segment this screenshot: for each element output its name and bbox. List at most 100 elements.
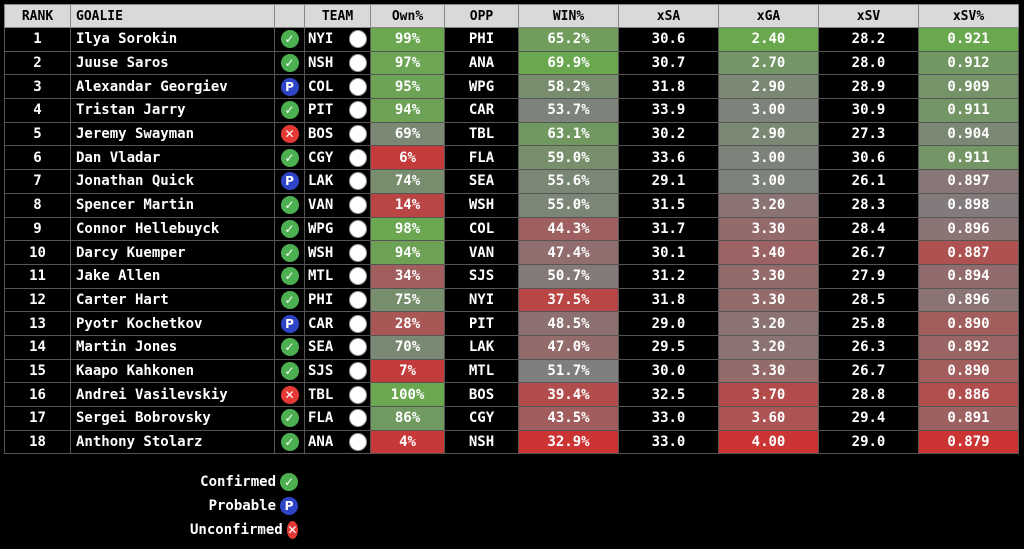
col-xsv-header[interactable]: xSV (818, 4, 919, 28)
table-row[interactable]: 1 Ilya Sorokin ✓ NYI 99% PHI 65.2% 30.6 2.40 28.2… (4, 27, 1019, 52)
xsv-cell: 28.5 (818, 287, 919, 313)
col-rank-header[interactable]: RANK (4, 4, 71, 28)
opp-cell: SJS (444, 263, 519, 289)
team-logo-icon (349, 125, 367, 144)
team-logo-icon (349, 361, 367, 380)
xga-cell: 3.30 (718, 216, 819, 242)
legend-item-unconfirmed: Unconfirmed ✕ (190, 518, 298, 542)
own-pct-cell: 95% (370, 74, 445, 100)
goalie-name-cell: Sergei Bobrovsky (70, 406, 275, 431)
team-abbr: TBL (308, 386, 334, 403)
opp-cell: WPG (444, 74, 519, 100)
status-cell: P (274, 169, 305, 194)
xsa-cell: 33.0 (618, 406, 719, 431)
xsv-pct-cell: 0.896 (918, 216, 1019, 242)
checkmark-icon: ✓ (280, 196, 299, 215)
status-cell: ✓ (274, 27, 305, 52)
table-row[interactable]: 12 Carter Hart ✓ PHI 75% NYI 37.5% 31.8 3.30 28.5… (4, 287, 1019, 313)
table-row[interactable]: 10 Darcy Kuemper ✓ WSH 94% VAN 47.4% 30.1 3.40 26… (4, 240, 1019, 265)
rank-cell: 5 (4, 121, 71, 147)
own-pct-cell: 94% (370, 98, 445, 123)
table-row[interactable]: 2 Juuse Saros ✓ NSH 97% ANA 69.9% 30.7 2.70 28.0 0… (4, 50, 1019, 76)
team-abbr: LAK (308, 173, 334, 190)
xsv-cell: 28.8 (818, 382, 919, 407)
xsa-cell: 30.7 (618, 50, 719, 76)
x-mark-icon: ✕ (280, 125, 299, 144)
checkmark-icon: ✓ (280, 267, 299, 286)
team-abbr: CGY (308, 149, 334, 166)
xsv-cell: 25.8 (818, 311, 919, 336)
team-logo-icon (349, 290, 367, 309)
checkmark-icon: ✓ (280, 409, 299, 428)
col-team-header[interactable]: TEAM (304, 4, 371, 28)
win-pct-cell: 47.0% (518, 334, 619, 360)
table-row[interactable]: 16 Andrei Vasilevskiy ✕ TBL 100% BOS 39.4% 32.5… (4, 382, 1019, 407)
team-abbr: NSH (308, 55, 334, 72)
team-abbr: CAR (308, 315, 334, 332)
team-cell: WPG (304, 216, 371, 242)
own-pct-cell: 7% (370, 358, 445, 384)
opp-cell: NSH (444, 429, 519, 455)
win-pct-cell: 39.4% (518, 382, 619, 407)
xsv-pct-cell: 0.898 (918, 192, 1019, 218)
xsa-cell: 29.0 (618, 311, 719, 336)
own-pct-cell: 97% (370, 50, 445, 76)
rank-cell: 9 (4, 216, 71, 242)
rank-cell: 6 (4, 145, 71, 171)
status-cell: ✓ (274, 240, 305, 265)
table-row[interactable]: 3 Alexandar Georgiev P COL 95% WPG 58.2% 31.8 2.… (4, 74, 1019, 100)
status-cell: ✓ (274, 192, 305, 218)
legend-label: Unconfirmed (190, 522, 283, 538)
team-logo-icon (349, 243, 367, 262)
table-row[interactable]: 14 Martin Jones ✓ SEA 70% LAK 47.0% 29.5 3.20 26.… (4, 334, 1019, 360)
win-pct-cell: 37.5% (518, 287, 619, 313)
legend-label: Probable (208, 498, 276, 514)
xsv-cell: 26.3 (818, 334, 919, 360)
col-xsa-header[interactable]: xSA (618, 4, 719, 28)
table-row[interactable]: 18 Anthony Stolarz ✓ ANA 4% NSH 32.9% 33.0 4.00 2… (4, 429, 1019, 455)
opp-cell: SEA (444, 169, 519, 194)
own-pct-cell: 99% (370, 27, 445, 52)
goalie-name-cell: Carter Hart (70, 287, 275, 313)
team-logo-icon (349, 54, 367, 73)
table-row[interactable]: 5 Jeremy Swayman ✕ BOS 69% TBL 63.1% 30.2 2.90 27… (4, 121, 1019, 147)
table-row[interactable]: 11 Jake Allen ✓ MTL 34% SJS 50.7% 31.2 3.30 27.9 0… (4, 263, 1019, 289)
table-row[interactable]: 7 Jonathan Quick P LAK 74% SEA 55.6% 29.1 3.00 26… (4, 169, 1019, 194)
xsv-cell: 29.0 (818, 429, 919, 455)
opp-cell: TBL (444, 121, 519, 147)
xsv-pct-cell: 0.879 (918, 429, 1019, 455)
xga-cell: 3.70 (718, 382, 819, 407)
team-logo-icon (349, 172, 367, 191)
goalie-name-cell: Kaapo Kahkonen (70, 358, 275, 384)
col-opp-header[interactable]: OPP (444, 4, 519, 28)
col-xsvp-header[interactable]: xSV% (918, 4, 1019, 28)
opp-cell: PHI (444, 27, 519, 52)
xsa-cell: 31.8 (618, 287, 719, 313)
opp-cell: VAN (444, 240, 519, 265)
xsa-cell: 30.2 (618, 121, 719, 147)
col-xga-header[interactable]: xGA (718, 4, 819, 28)
table-row[interactable]: 8 Spencer Martin ✓ VAN 14% WSH 55.0% 31.5 3.20 28… (4, 192, 1019, 218)
rank-cell: 15 (4, 358, 71, 384)
table-row[interactable]: 15 Kaapo Kahkonen ✓ SJS 7% MTL 51.7% 30.0 3.30 26… (4, 358, 1019, 384)
table-row[interactable]: 9 Connor Hellebuyck ✓ WPG 98% COL 44.3% 31.7 3.3… (4, 216, 1019, 242)
checkmark-icon: ✓ (280, 361, 299, 380)
xsv-cell: 26.7 (818, 240, 919, 265)
table-row[interactable]: 6 Dan Vladar ✓ CGY 6% FLA 59.0% 33.6 3.00 30.6 0.9… (4, 145, 1019, 171)
col-goalie-header[interactable]: GOALIE (70, 4, 275, 28)
checkmark-icon: ✓ (280, 290, 299, 309)
xsa-cell: 31.5 (618, 192, 719, 218)
checkmark-icon: ✓ (280, 433, 299, 452)
xsa-cell: 33.6 (618, 145, 719, 171)
table-row[interactable]: 13 Pyotr Kochetkov P CAR 28% PIT 48.5% 29.0 3.20… (4, 311, 1019, 336)
xga-cell: 3.30 (718, 263, 819, 289)
xsa-cell: 32.5 (618, 382, 719, 407)
col-win-header[interactable]: WIN% (518, 4, 619, 28)
table-row[interactable]: 4 Tristan Jarry ✓ PIT 94% CAR 53.7% 33.9 3.00 30.… (4, 98, 1019, 123)
win-pct-cell: 55.0% (518, 192, 619, 218)
col-own-header[interactable]: Own% (370, 4, 445, 28)
goalie-name-cell: Darcy Kuemper (70, 240, 275, 265)
xga-cell: 4.00 (718, 429, 819, 455)
status-cell: ✓ (274, 429, 305, 455)
table-row[interactable]: 17 Sergei Bobrovsky ✓ FLA 86% CGY 43.5% 33.0 3.6… (4, 406, 1019, 431)
